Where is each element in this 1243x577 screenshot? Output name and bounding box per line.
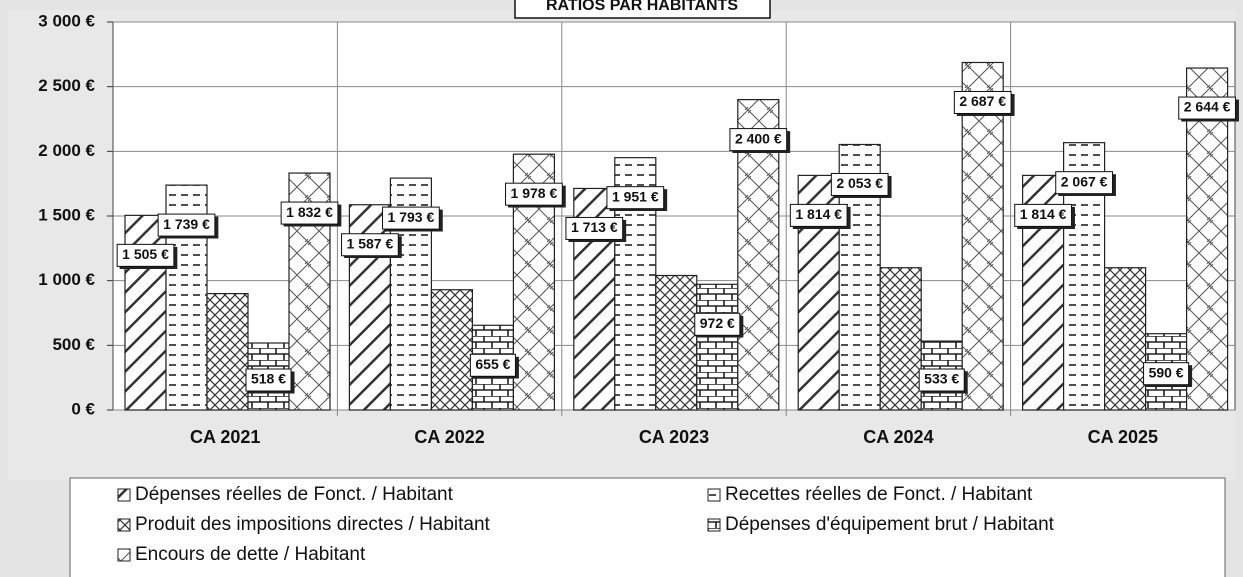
x-tick-label: CA 2024 [863,427,933,447]
value-label-box [116,243,175,267]
legend-swatch [707,518,721,532]
legend-swatch [117,488,131,502]
value-label: 1 739 € [163,216,210,232]
bar [206,293,249,411]
value-label-box [565,216,624,240]
value-label-box [341,233,399,257]
value-label-box [830,172,889,196]
value-label-box [1178,96,1236,120]
value-label-box [789,203,848,227]
value-label-box [505,182,563,206]
value-label: 1 505 € [122,246,169,262]
value-label-box [918,368,965,392]
title-box [514,0,771,19]
value-label: 1 587 € [347,235,394,251]
legend-label: Encours de dette / Habitant [135,544,366,565]
value-label: 1 814 € [1020,206,1067,222]
value-label: 533 € [924,371,959,387]
y-tick-label: 1 500 € [38,205,95,224]
x-tick-label: CA 2025 [1088,427,1158,447]
legend-label: Dépenses réelles de Fonct. / Habitant [135,484,454,505]
legend [69,477,1226,577]
value-label: 1 713 € [571,219,618,235]
value-label: 655 € [475,356,510,372]
value-label: 2 053 € [836,175,883,191]
value-label: 1 793 € [388,209,435,225]
legend-swatch [117,548,131,562]
value-label-box [1143,362,1190,386]
value-label: 2 644 € [1184,99,1231,115]
bar [1185,67,1229,411]
value-label-box [157,213,216,237]
bar [1103,267,1147,411]
value-label: 1 832 € [286,204,333,220]
value-label: 1 951 € [612,188,659,204]
y-tick-label: 2 000 € [38,141,95,160]
value-label: 972 € [700,315,735,331]
legend-label: Recettes réelles de Fonct. / Habitant [725,484,1033,505]
y-tick-label: 2 500 € [38,76,95,95]
y-tick-label: 0 € [71,399,95,418]
x-tick-label: CA 2021 [190,427,260,447]
bar [696,283,739,411]
value-label-box [469,353,516,377]
legend-swatch [707,488,721,502]
value-label-box [245,368,292,392]
y-tick-label: 3 000 € [38,11,95,30]
value-label: 590 € [1149,364,1184,380]
value-label-box [953,90,1012,114]
value-label: 518 € [251,371,286,387]
chart-title: RATIOS PAR HABITANTS [546,0,738,14]
value-label: 2 067 € [1061,173,1108,189]
value-label-box [1055,171,1113,195]
value-label-box [729,128,788,152]
y-tick-label: 500 € [52,335,95,354]
value-label: 2 687 € [959,93,1006,109]
legend-swatch [117,518,131,532]
value-label: 1 978 € [511,185,558,201]
value-label-box [1014,203,1072,227]
value-label-box [280,201,339,225]
legend-label: Produit des impositions directes / Habit… [135,514,491,535]
value-label: 2 400 € [735,130,782,146]
bar [961,61,1004,411]
value-label-box [694,312,741,336]
bar [737,98,780,411]
value-label-box [382,206,440,230]
value-label-box [606,186,665,210]
legend-label: Dépenses d'équipement brut / Habitant [725,514,1055,535]
x-tick-label: CA 2023 [639,427,709,447]
bar [430,289,473,411]
y-tick-label: 1 000 € [38,270,95,289]
x-tick-label: CA 2022 [414,427,484,447]
value-label: 1 814 € [795,206,842,222]
bar [655,274,698,411]
bar [879,267,922,411]
